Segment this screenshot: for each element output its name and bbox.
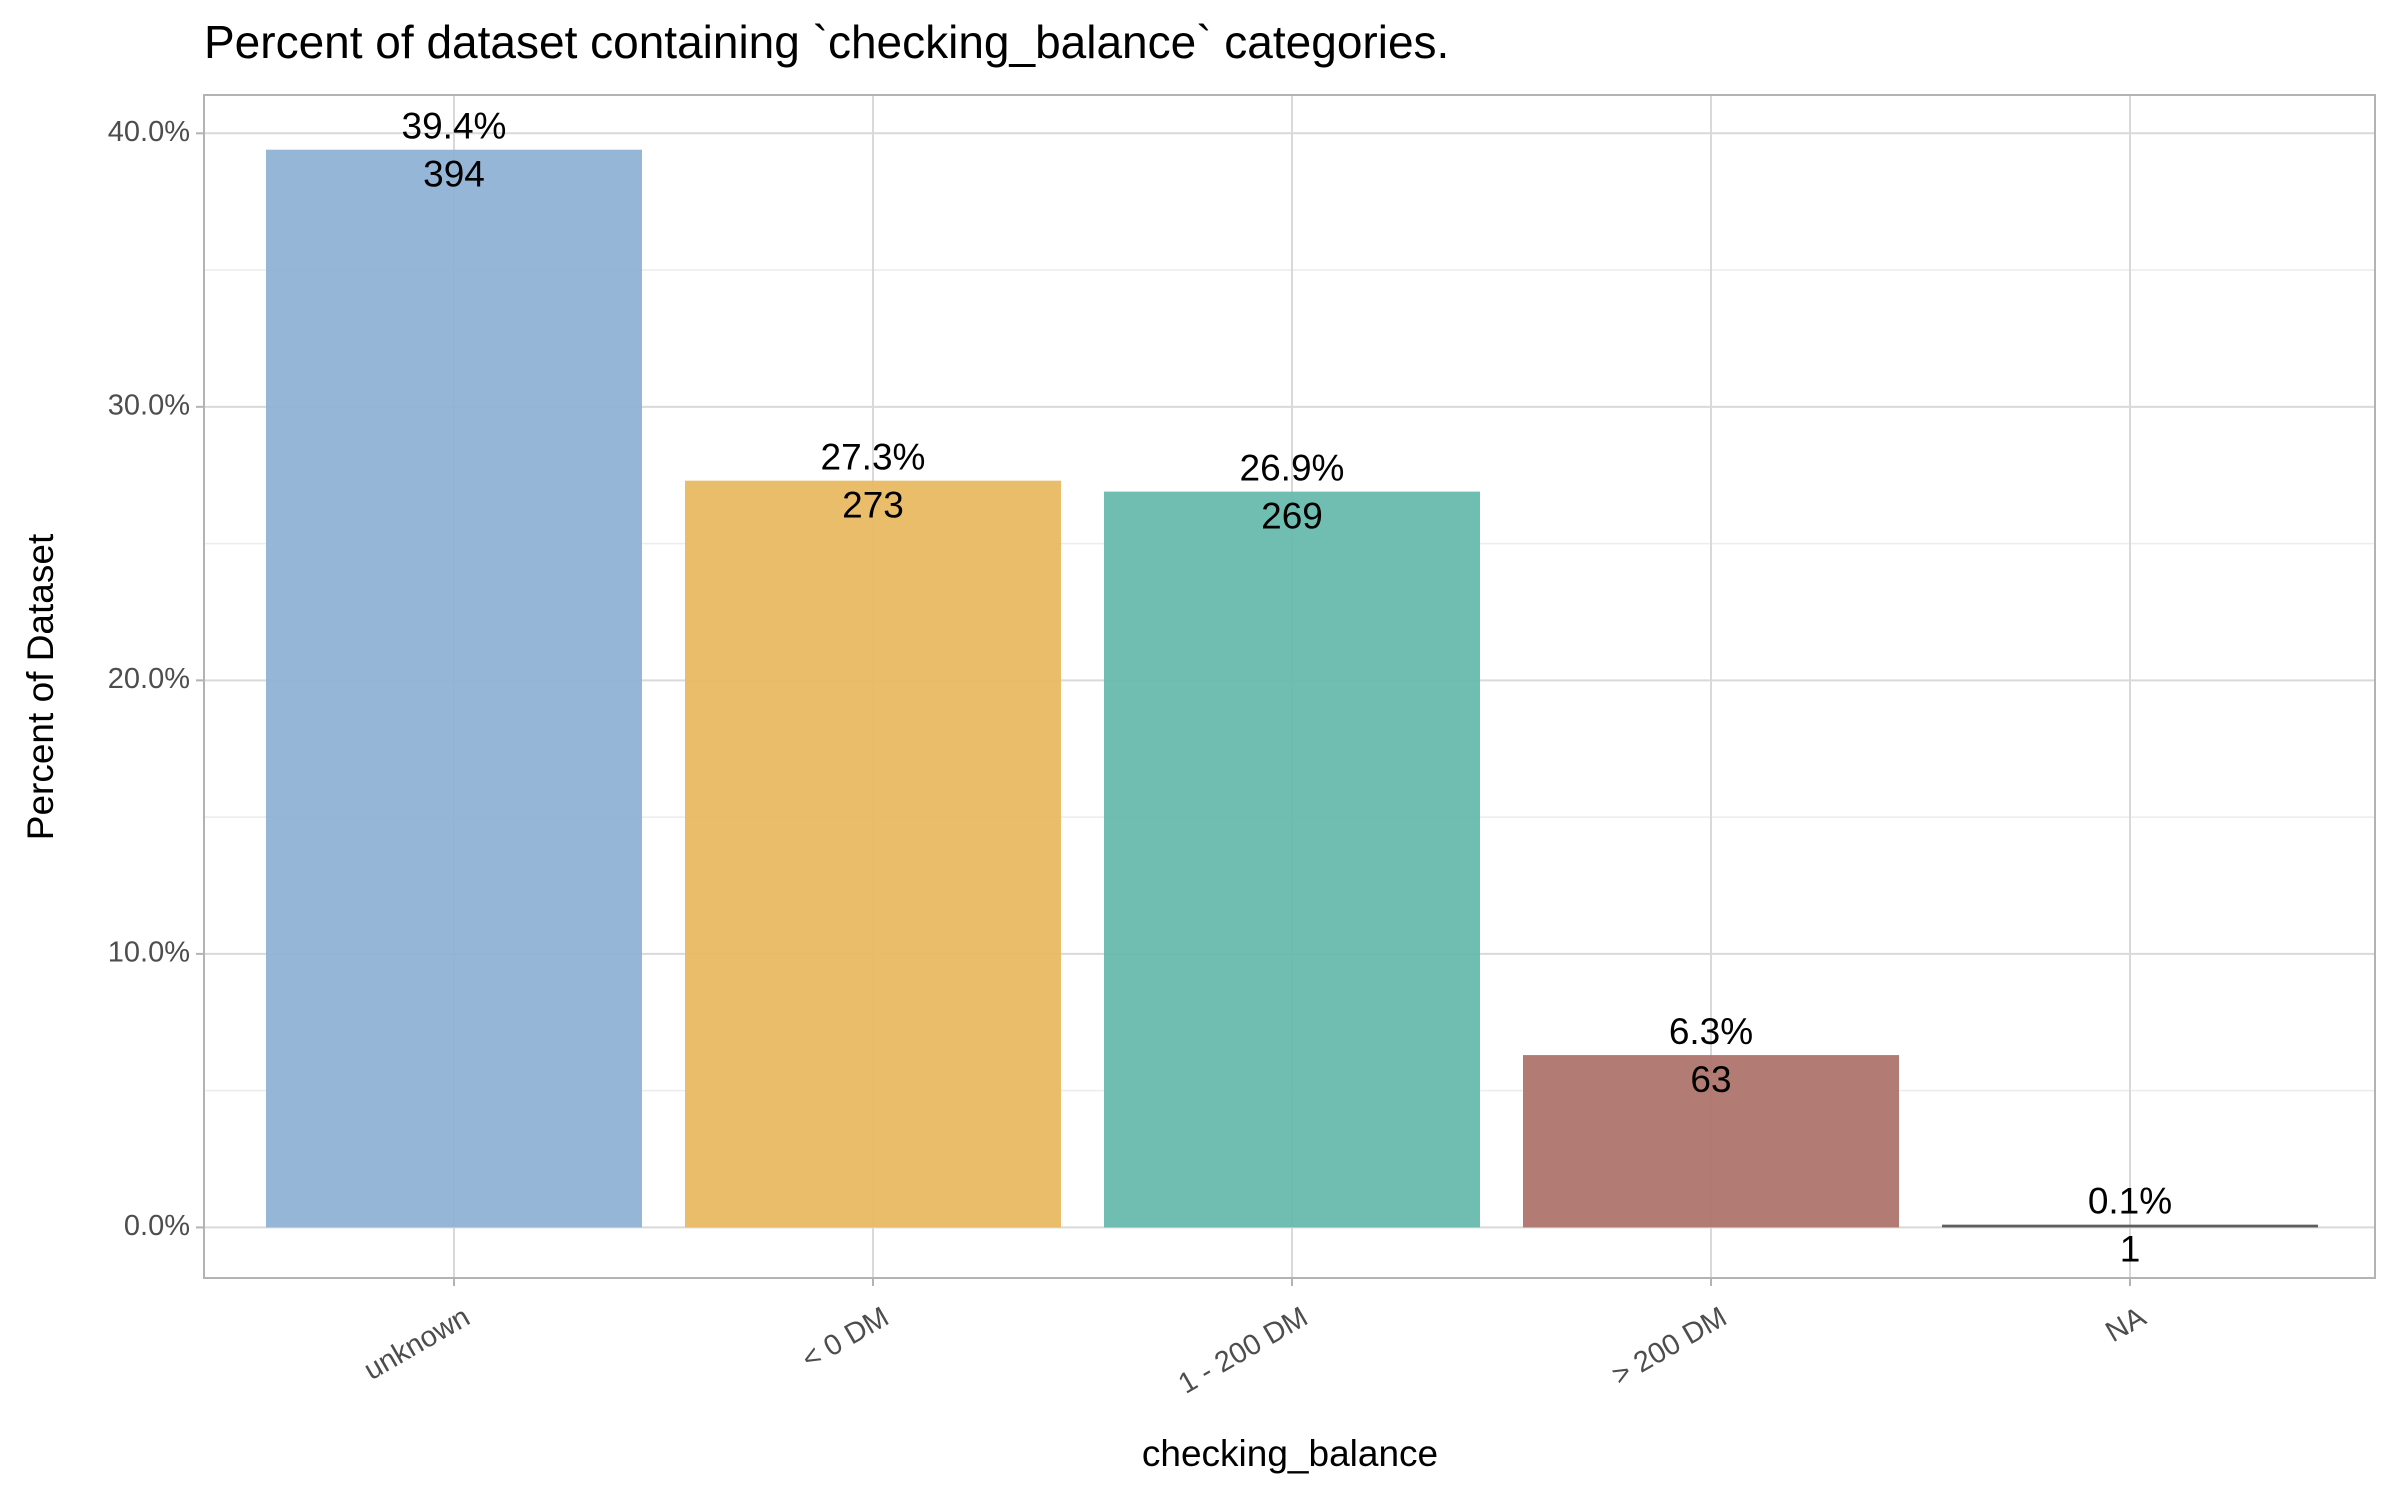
- y-tick-label: 10.0%: [108, 937, 190, 969]
- bar: [1523, 1055, 1899, 1228]
- value-label: 39.4%: [402, 105, 507, 146]
- panel-border: [203, 94, 2376, 1279]
- y-tick-label: 20.0%: [108, 663, 190, 695]
- bar: [1942, 1224, 2318, 1228]
- bar: [685, 480, 1061, 1228]
- x-tick-label: unknown: [359, 1301, 476, 1387]
- x-tick-label: NA: [2100, 1301, 2151, 1349]
- value-label: 26.9%: [1240, 447, 1345, 488]
- x-tick-label: 1 - 200 DM: [1173, 1301, 1313, 1400]
- count-label: 394: [423, 153, 485, 194]
- value-label: 27.3%: [821, 436, 926, 477]
- x-tick-label: < 0 DM: [797, 1301, 895, 1376]
- x-axis-title: checking_balance: [1142, 1433, 1438, 1474]
- bar: [266, 149, 642, 1228]
- y-axis-title: Percent of Dataset: [20, 533, 61, 840]
- y-tick-label: 40.0%: [108, 116, 190, 148]
- x-tick-label: > 200 DM: [1607, 1301, 1733, 1392]
- count-label: 269: [1261, 495, 1323, 536]
- value-label: 6.3%: [1669, 1011, 1753, 1052]
- count-label: 1: [2120, 1228, 2141, 1269]
- count-label: 63: [1690, 1059, 1731, 1100]
- y-tick-label: 30.0%: [108, 389, 190, 421]
- y-tick-label: 0.0%: [124, 1210, 190, 1242]
- value-label: 0.1%: [2088, 1180, 2172, 1221]
- chart-title: Percent of dataset containing `checking_…: [204, 16, 1449, 68]
- bar: [1104, 491, 1480, 1228]
- count-label: 273: [842, 484, 904, 525]
